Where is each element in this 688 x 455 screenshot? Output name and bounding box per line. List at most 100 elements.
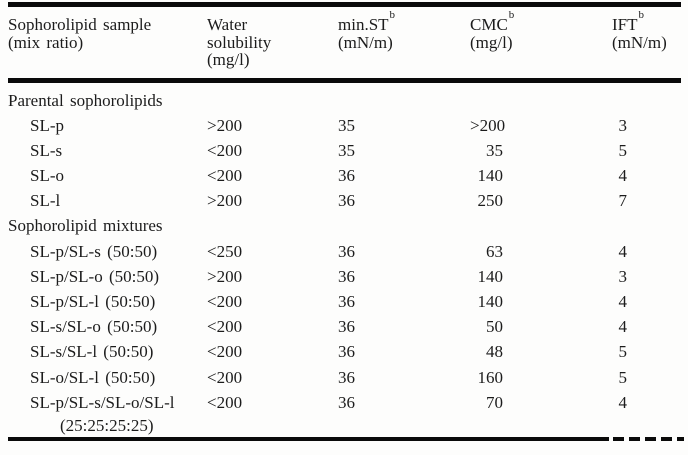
- sample-cell: SL-p/SL-s (50:50): [30, 241, 158, 261]
- water-solubility-cell: <200: [207, 166, 243, 186]
- water-solubility-cell: >200: [207, 115, 243, 135]
- water-solubility-cell: <200: [207, 392, 243, 412]
- ift-cell: 4: [618, 392, 628, 412]
- min-st-cell: 36: [338, 241, 355, 261]
- table-bottom-rule: [0, 436, 688, 441]
- header-min-st-line1: min.STb: [338, 10, 470, 34]
- header-cmc-unit: (mg/l): [470, 32, 513, 52]
- header-min-st-unit: (mN/m): [338, 32, 393, 52]
- header-min-st-name: min.ST: [338, 15, 389, 34]
- table-row: SL-s <200 35 35 5: [0, 138, 688, 163]
- header-ift-line1: IFTb: [612, 10, 688, 34]
- table-row: SL-p >200 35 >200 3: [0, 113, 688, 138]
- water-solubility-cell: <200: [207, 292, 243, 311]
- sample-cell: SL-l: [30, 191, 61, 211]
- min-st-cell: 36: [338, 266, 355, 286]
- header-ift-name: IFT: [612, 15, 638, 34]
- min-st-cell: 36: [338, 166, 355, 186]
- cmc-cell: 63: [486, 241, 503, 261]
- ift-cell: 5: [618, 342, 628, 362]
- table-row: SL-p/SL-s/SL-o/SL-l (25:25:25:25) <200 3…: [0, 390, 688, 436]
- bottom-rule-solid-segment: [8, 436, 609, 441]
- sample-cell: SL-s/SL-o (50:50): [30, 317, 158, 337]
- cmc-cell: 48: [486, 342, 503, 362]
- header-water-line1: Water: [207, 15, 248, 34]
- header-cmc-name: CMC: [470, 15, 508, 34]
- header-sample-line2: (mix ratio): [8, 32, 84, 52]
- water-solubility-cell: <250: [207, 241, 243, 261]
- ift-cell: 5: [618, 140, 628, 160]
- cmc-cell: 35: [486, 140, 503, 160]
- section-label: Sophorolipid mixtures: [8, 216, 163, 236]
- table-row: SL-p/SL-s (50:50) <250 36 63 4: [0, 239, 688, 264]
- min-st-cell: 35: [338, 140, 355, 160]
- ift-cell: 5: [618, 367, 628, 387]
- sample-line1: SL-p/SL-s/SL-o/SL-l: [30, 392, 175, 412]
- header-sample-line1: Sophorolipid sample: [8, 15, 152, 34]
- header-cmc-line1: CMCb: [470, 10, 612, 34]
- min-st-cell: 36: [338, 292, 355, 311]
- ift-cell: 4: [618, 292, 628, 311]
- table-header-rule: [8, 77, 681, 83]
- sample-cell: SL-s/SL-l (50:50): [30, 342, 154, 362]
- table-header-row: Sophorolipid sample (mix ratio) Water so…: [0, 7, 688, 69]
- cmc-cell: 140: [477, 266, 504, 286]
- water-solubility-cell: <200: [207, 140, 243, 160]
- header-sample-column: Sophorolipid sample (mix ratio): [8, 16, 207, 69]
- header-ift-column: IFTb (mN/m): [612, 10, 688, 69]
- min-st-cell: 36: [338, 392, 355, 412]
- ift-cell: 4: [618, 241, 628, 261]
- section-row-parental: Parental sophorolipids: [0, 88, 688, 113]
- water-solubility-cell: <200: [207, 317, 243, 337]
- section-label: Parental sophorolipids: [8, 90, 163, 110]
- table-row: SL-o/SL-l (50:50) <200 36 160 5: [0, 365, 688, 390]
- sample-cell: SL-p/SL-s/SL-o/SL-l (25:25:25:25): [8, 390, 207, 436]
- footnote-marker-b: b: [508, 9, 515, 22]
- ift-cell: 3: [618, 115, 628, 135]
- water-solubility-cell: <200: [207, 367, 243, 387]
- min-st-cell: 36: [338, 367, 355, 387]
- table-row: SL-o <200 36 140 4: [0, 163, 688, 188]
- table-row: SL-l >200 36 250 7: [0, 188, 688, 213]
- header-cmc-column: CMCb (mg/l): [470, 10, 612, 69]
- header-water-line3: (mg/l): [207, 50, 250, 69]
- cmc-cell: >200: [470, 115, 506, 135]
- cmc-cell: 140: [477, 292, 504, 311]
- header-min-st-column: min.STb (mN/m): [338, 10, 470, 69]
- footnote-marker-b: b: [638, 9, 645, 22]
- cmc-cell: 140: [477, 166, 504, 186]
- min-st-cell: 36: [338, 191, 355, 211]
- table-row: SL-p/SL-o (50:50) >200 36 140 3: [0, 264, 688, 289]
- table-top-rule: [8, 2, 681, 7]
- header-ift-unit: (mN/m): [612, 32, 667, 52]
- table-row: SL-s/SL-o (50:50) <200 36 50 4: [0, 314, 688, 339]
- sample-cell: SL-p/SL-o (50:50): [30, 266, 160, 286]
- sample-cell: SL-o/SL-l (50:50): [30, 367, 156, 387]
- water-solubility-cell: <200: [207, 342, 243, 362]
- table-row: SL-s/SL-l (50:50) <200 36 48 5: [0, 339, 688, 364]
- sample-cell: SL-p/SL-l (50:50): [30, 292, 156, 311]
- footnote-marker-b: b: [389, 9, 396, 22]
- min-st-cell: 36: [338, 317, 355, 337]
- section-row-mixtures: Sophorolipid mixtures: [0, 213, 688, 238]
- water-solubility-cell: >200: [207, 266, 243, 286]
- water-solubility-cell: >200: [207, 191, 243, 211]
- cmc-cell: 50: [486, 317, 503, 337]
- ift-cell: 3: [618, 266, 628, 286]
- min-st-cell: 36: [338, 342, 355, 362]
- cmc-cell: 250: [477, 191, 504, 211]
- sample-cell: SL-p: [30, 115, 64, 135]
- sample-cell: SL-s: [30, 140, 63, 160]
- cmc-cell: 70: [486, 392, 503, 412]
- sample-cell: SL-o: [30, 166, 64, 186]
- table-body: Parental sophorolipids SL-p >200 35 >200…: [0, 88, 688, 436]
- header-water-solubility-column: Water solubility (mg/l): [207, 16, 338, 69]
- ift-cell: 7: [618, 191, 628, 211]
- cmc-cell: 160: [477, 367, 504, 387]
- ift-cell: 4: [618, 166, 628, 186]
- min-st-cell: 35: [338, 115, 355, 135]
- sample-mix-ratio-line: (25:25:25:25): [60, 415, 154, 435]
- table-row: SL-p/SL-l (50:50) <200 36 140 4: [0, 289, 688, 314]
- ift-cell: 4: [618, 317, 628, 337]
